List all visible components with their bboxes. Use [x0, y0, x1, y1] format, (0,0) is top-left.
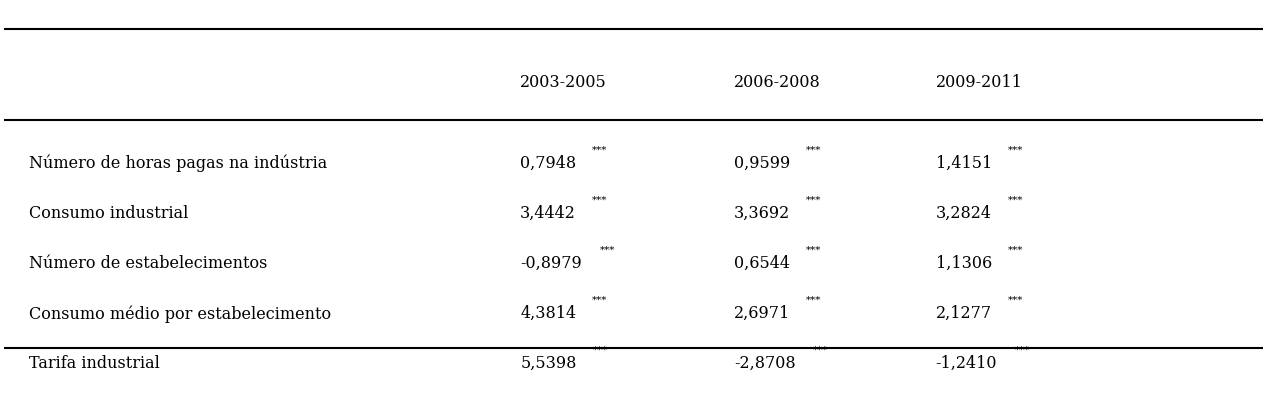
- Text: 1,4151: 1,4151: [935, 155, 992, 172]
- Text: ***: ***: [806, 246, 821, 255]
- Text: Tarifa industrial: Tarifa industrial: [29, 355, 160, 372]
- Text: ***: ***: [592, 146, 608, 155]
- Text: ***: ***: [1007, 196, 1022, 205]
- Text: -2,8708: -2,8708: [734, 355, 796, 372]
- Text: 3,3692: 3,3692: [734, 205, 791, 222]
- Text: Número de horas pagas na indústria: Número de horas pagas na indústria: [29, 155, 328, 173]
- Text: 2009-2011: 2009-2011: [935, 74, 1022, 91]
- Text: 3,4442: 3,4442: [521, 205, 576, 222]
- Text: ***: ***: [593, 346, 608, 355]
- Text: -0,8979: -0,8979: [521, 255, 582, 272]
- Text: 2003-2005: 2003-2005: [521, 74, 607, 91]
- Text: 2,1277: 2,1277: [935, 305, 992, 322]
- Text: 2006-2008: 2006-2008: [734, 74, 821, 91]
- Text: ***: ***: [806, 196, 822, 205]
- Text: 5,5398: 5,5398: [521, 355, 576, 372]
- Text: ***: ***: [592, 196, 607, 205]
- Text: Consumo médio por estabelecimento: Consumo médio por estabelecimento: [29, 305, 332, 323]
- Text: ***: ***: [1007, 296, 1022, 305]
- Text: Consumo industrial: Consumo industrial: [29, 205, 189, 222]
- Text: 1,1306: 1,1306: [935, 255, 992, 272]
- Text: 0,9599: 0,9599: [734, 155, 791, 172]
- Text: ***: ***: [1015, 346, 1030, 355]
- Text: ***: ***: [806, 146, 822, 155]
- Text: ***: ***: [806, 296, 822, 305]
- Text: ***: ***: [599, 246, 614, 255]
- Text: ***: ***: [592, 296, 608, 305]
- Text: Número de estabelecimentos: Número de estabelecimentos: [29, 255, 267, 272]
- Text: ***: ***: [1007, 246, 1022, 255]
- Text: 4,3814: 4,3814: [521, 305, 576, 322]
- Text: 2,6971: 2,6971: [734, 305, 791, 322]
- Text: ***: ***: [1007, 146, 1022, 155]
- Text: 3,2824: 3,2824: [935, 205, 992, 222]
- Text: 0,6544: 0,6544: [734, 255, 791, 272]
- Text: ***: ***: [813, 346, 829, 355]
- Text: -1,2410: -1,2410: [935, 355, 997, 372]
- Text: 0,7948: 0,7948: [521, 155, 576, 172]
